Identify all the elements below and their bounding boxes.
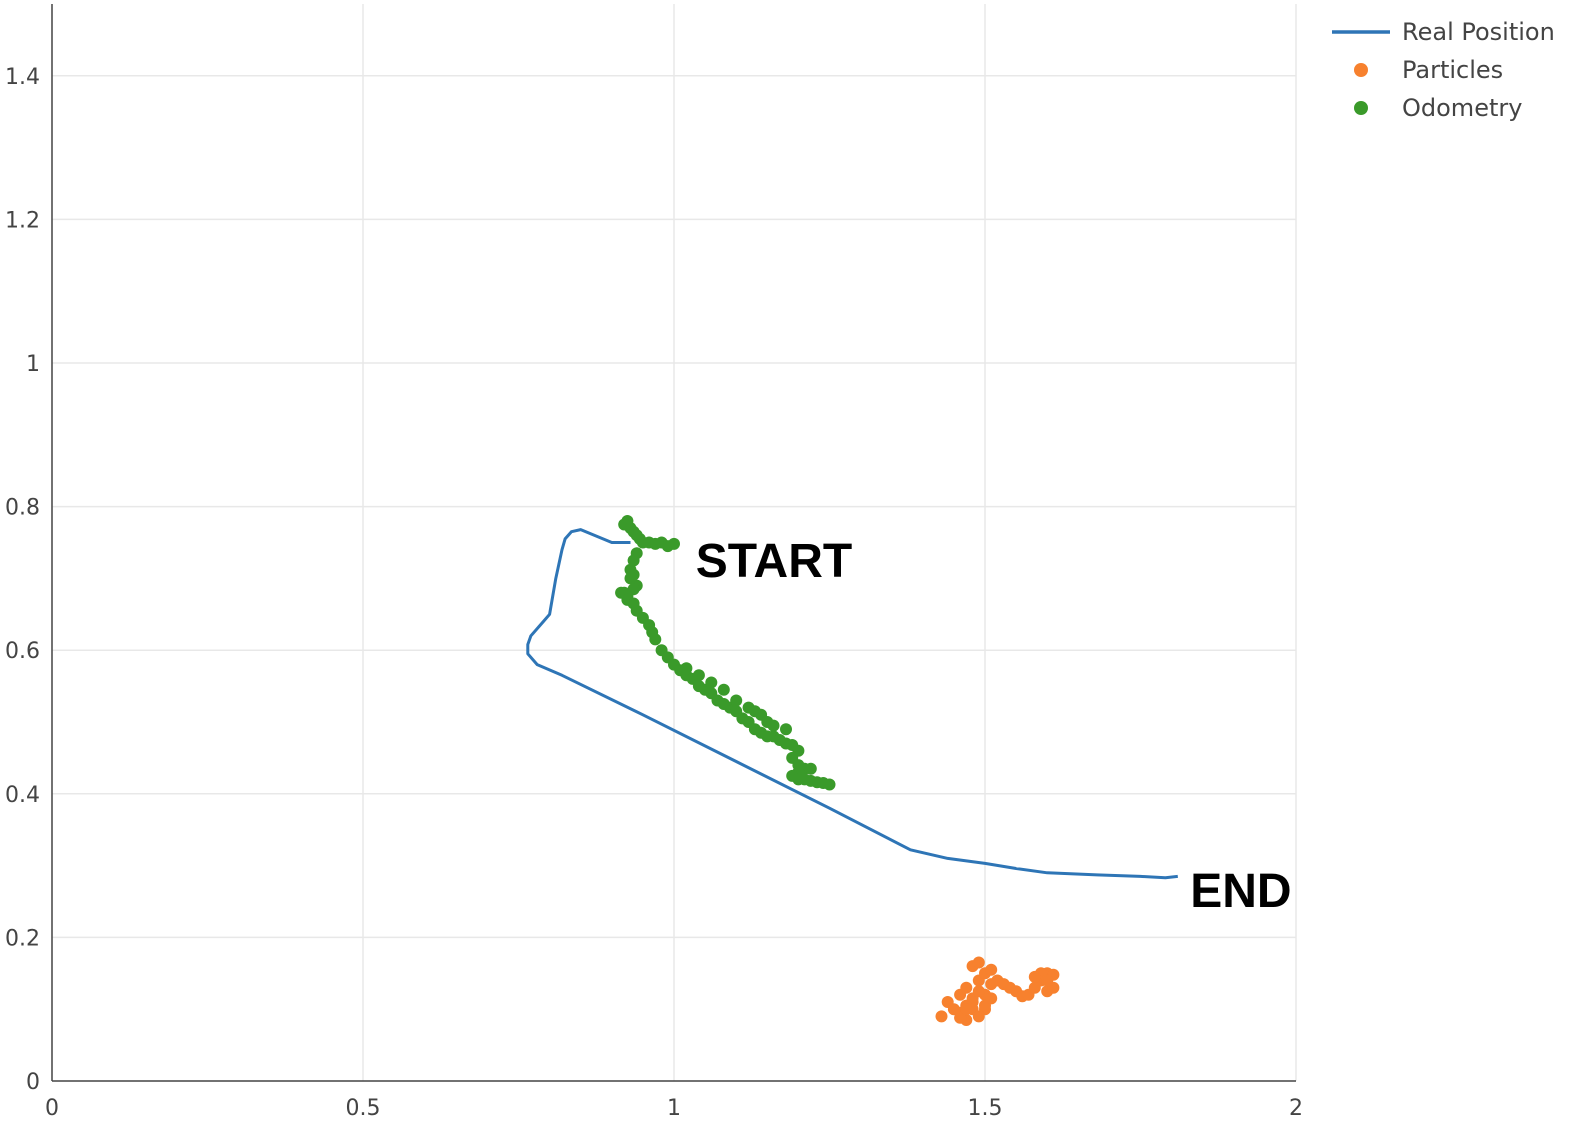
legend[interactable]: Real Position Particles Odometry: [1332, 18, 1555, 122]
plot-area: [526, 515, 1178, 1026]
y-tick-label: 1.4: [5, 65, 40, 90]
particles-point: [960, 981, 973, 994]
legend-label-real-position: Real Position: [1402, 18, 1555, 46]
odometry-point: [742, 701, 755, 714]
legend-label-particles: Particles: [1402, 56, 1503, 84]
odometry-point: [668, 537, 680, 550]
particles-point: [985, 963, 998, 976]
x-tick-label: 0.5: [346, 1096, 381, 1121]
odometry-point: [627, 554, 640, 567]
odometry-point: [624, 572, 637, 585]
odometry-point: [649, 633, 662, 646]
legend-item-odometry[interactable]: Odometry: [1354, 94, 1522, 122]
x-tick-label: 1.5: [968, 1096, 1003, 1121]
legend-swatch-particles: [1354, 63, 1368, 77]
legend-item-real-position[interactable]: Real Position: [1332, 18, 1555, 46]
legend-item-particles[interactable]: Particles: [1354, 56, 1503, 84]
start-annotation: START: [696, 535, 852, 588]
y-tick-label: 0.2: [5, 926, 40, 951]
y-tick-label: 0.8: [5, 496, 40, 521]
particles-point: [935, 1010, 948, 1023]
x-tick-labels: 0 0.5 1 1.5 2: [45, 1096, 1303, 1121]
y-tick-label: 1.2: [5, 208, 40, 233]
x-tick-label: 0: [45, 1096, 59, 1121]
odometry-point: [705, 676, 718, 689]
odometry-point: [780, 723, 792, 736]
odometry-point: [823, 778, 836, 791]
odometry-point: [717, 683, 730, 696]
particles-point: [972, 985, 985, 998]
particles-point: [954, 1011, 967, 1024]
y-tick-label: 0.6: [5, 639, 40, 664]
particles-point: [972, 956, 985, 969]
y-tick-label: 0.4: [5, 783, 40, 808]
legend-swatch-odometry: [1354, 101, 1368, 115]
particles-point: [985, 992, 998, 1005]
particles-point: [960, 1003, 973, 1016]
particles-point: [1028, 970, 1041, 983]
odometry-point: [761, 716, 774, 728]
legend-label-odometry: Odometry: [1402, 94, 1522, 122]
odometry-point: [804, 762, 817, 775]
odometry-point: [730, 694, 743, 707]
y-tick-label: 1: [26, 352, 40, 377]
y-tick-labels: 0 0.2 0.4 0.6 0.8 1 1.2 1.4: [5, 65, 40, 1095]
end-annotation: END: [1190, 865, 1291, 918]
particles-point: [972, 1010, 985, 1023]
particles-point: [1041, 974, 1054, 987]
real-position-line: [526, 528, 1178, 880]
x-tick-label: 2: [1289, 1096, 1303, 1121]
odometry-point: [680, 662, 693, 675]
x-tick-label: 1: [667, 1096, 681, 1121]
annotations: START END: [696, 535, 1292, 918]
odometry-point: [692, 669, 705, 682]
axes: [51, 4, 1296, 1082]
y-tick-label: 0: [26, 1070, 40, 1095]
grid-lines: [52, 4, 1297, 1081]
